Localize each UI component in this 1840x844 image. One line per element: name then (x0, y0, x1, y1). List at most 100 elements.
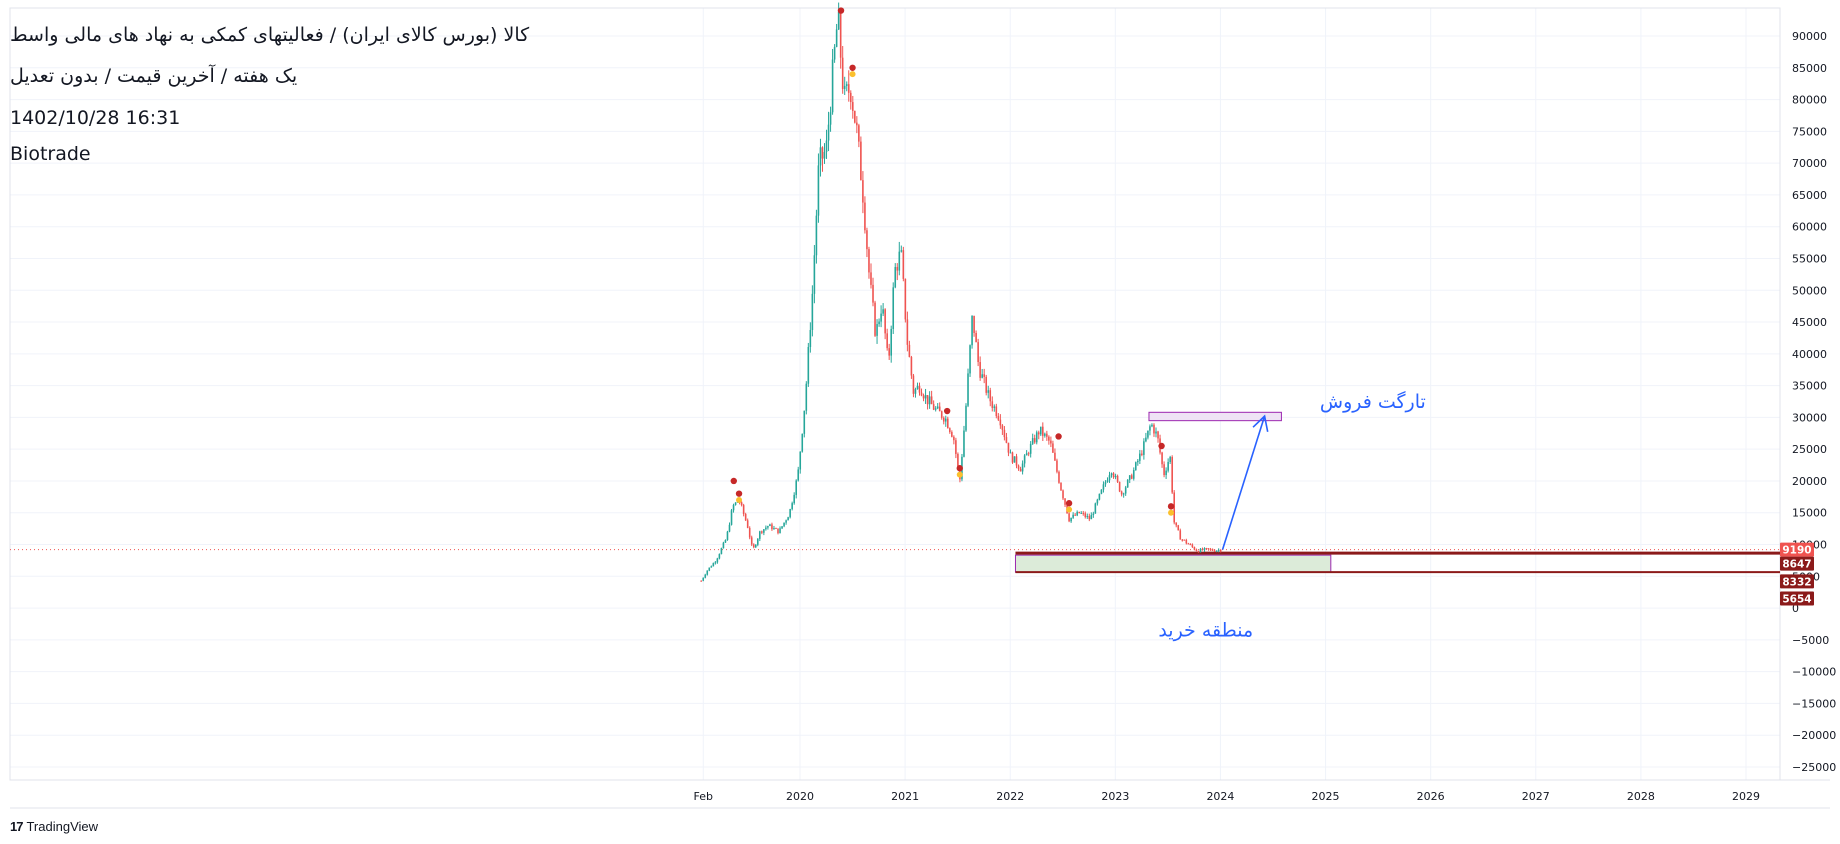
candle-body (1027, 453, 1030, 455)
candle-body (1092, 513, 1095, 516)
signal-dot-yellow (736, 497, 743, 504)
candle-body (1193, 546, 1196, 550)
candle-body (1181, 539, 1184, 541)
candle-body (932, 404, 935, 410)
candle-body (1151, 424, 1153, 427)
chart-author: Biotrade (10, 143, 91, 165)
candle-body (977, 342, 979, 363)
candle-body (979, 362, 981, 378)
candle-body (1011, 452, 1014, 463)
candle-body (930, 396, 933, 405)
candle-body (714, 562, 717, 564)
candle-body (997, 416, 1000, 420)
candle-body (892, 287, 895, 329)
candle-body (1177, 525, 1180, 531)
candle-body (868, 249, 870, 273)
candle-body (847, 84, 850, 93)
tradingview-brand-name: TradingView (26, 819, 99, 834)
target-arrow[interactable] (1221, 414, 1269, 550)
candle-body (940, 411, 943, 418)
candle-body (732, 504, 735, 511)
candlestick-series (700, 2, 1222, 582)
buy-zone-box (1014, 554, 1332, 573)
price-label-text: 5654 (1782, 594, 1811, 606)
y-tick-label: 0 (1792, 602, 1799, 615)
candle-body (1031, 438, 1034, 444)
candle-body (825, 140, 828, 152)
candle-body (833, 46, 836, 60)
candle-body (748, 527, 751, 538)
y-tick-label: 45000 (1792, 316, 1827, 329)
y-tick-label: 20000 (1792, 475, 1827, 488)
annotation-zones[interactable] (1014, 411, 1780, 574)
x-tick-label: 2026 (1417, 790, 1445, 803)
candle-body (1124, 487, 1127, 494)
y-tick-label: 80000 (1792, 94, 1827, 107)
candle-body (1037, 432, 1040, 435)
candle-body (785, 520, 787, 523)
candle-body (1195, 549, 1198, 552)
candle-body (884, 309, 886, 334)
candle-body (1108, 475, 1111, 481)
y-axis[interactable]: 90000 85000 80000 75000 70000 65000 60000 55000… (1792, 30, 1836, 774)
candle-body (916, 385, 919, 390)
candle-body (787, 517, 789, 521)
candle-body (1102, 484, 1105, 490)
candle-body (1179, 530, 1182, 540)
y-tick-label: −25000 (1792, 761, 1836, 774)
buy-zone-annotation-text[interactable]: منطقه خرید (1158, 620, 1253, 642)
y-tick-label: −15000 (1792, 697, 1836, 710)
candle-body (740, 502, 743, 506)
candle-body (1203, 548, 1206, 551)
candle-body (791, 503, 793, 510)
chart-subtitle: یک هفته / آخرین قیمت / بدون تعدیل (10, 65, 298, 87)
target-zone-box (1148, 411, 1282, 422)
candle-body (1134, 462, 1137, 471)
candle-body (716, 558, 719, 563)
candle-body (1187, 543, 1190, 545)
axis-frame (9, 7, 1830, 809)
candle-body (1128, 475, 1131, 480)
candle-body (942, 417, 945, 422)
candle-body (1044, 433, 1046, 436)
candle-body (912, 375, 915, 394)
candle-body (718, 554, 721, 559)
target-annotation-text[interactable]: تارگت فروش (1320, 390, 1426, 413)
candle-body (1015, 456, 1018, 466)
candle-body (910, 357, 913, 376)
candle-body (734, 502, 737, 505)
candle-body (926, 395, 929, 405)
x-axis[interactable]: Feb 2020 2021 2022 2023 2024 2025 2026 2027 2028 2… (694, 790, 1760, 803)
candle-body (726, 531, 729, 541)
candle-body (890, 328, 893, 356)
candle-body (1054, 452, 1056, 461)
candle-body (963, 430, 965, 457)
candle-body (1046, 433, 1048, 437)
x-tick-label: 2024 (1206, 790, 1234, 803)
candle-body (874, 302, 876, 336)
candle-body (1086, 516, 1089, 518)
y-tick-label: 50000 (1792, 284, 1827, 297)
candle-body (864, 202, 866, 231)
x-tick-label: 2028 (1627, 790, 1655, 803)
y-tick-label: −20000 (1792, 729, 1836, 742)
candle-body (1062, 490, 1064, 499)
candle-body (1130, 475, 1133, 479)
candle-body (752, 544, 755, 548)
candle-body (888, 348, 890, 356)
candle-body (1209, 549, 1212, 551)
y-tick-label: 90000 (1792, 30, 1827, 43)
candle-body (763, 529, 765, 533)
tradingview-logo[interactable]: 17 TradingView (10, 819, 98, 834)
candle-body (1141, 453, 1143, 455)
y-tick-label: 55000 (1792, 252, 1827, 265)
candle-body (862, 180, 864, 203)
candle-body (708, 567, 711, 571)
candle-body (878, 321, 880, 325)
candle-body (1072, 514, 1074, 518)
candle-body (742, 505, 745, 514)
signal-dot-red (1167, 503, 1175, 510)
candle-body (971, 315, 973, 346)
candle-body (898, 251, 901, 271)
